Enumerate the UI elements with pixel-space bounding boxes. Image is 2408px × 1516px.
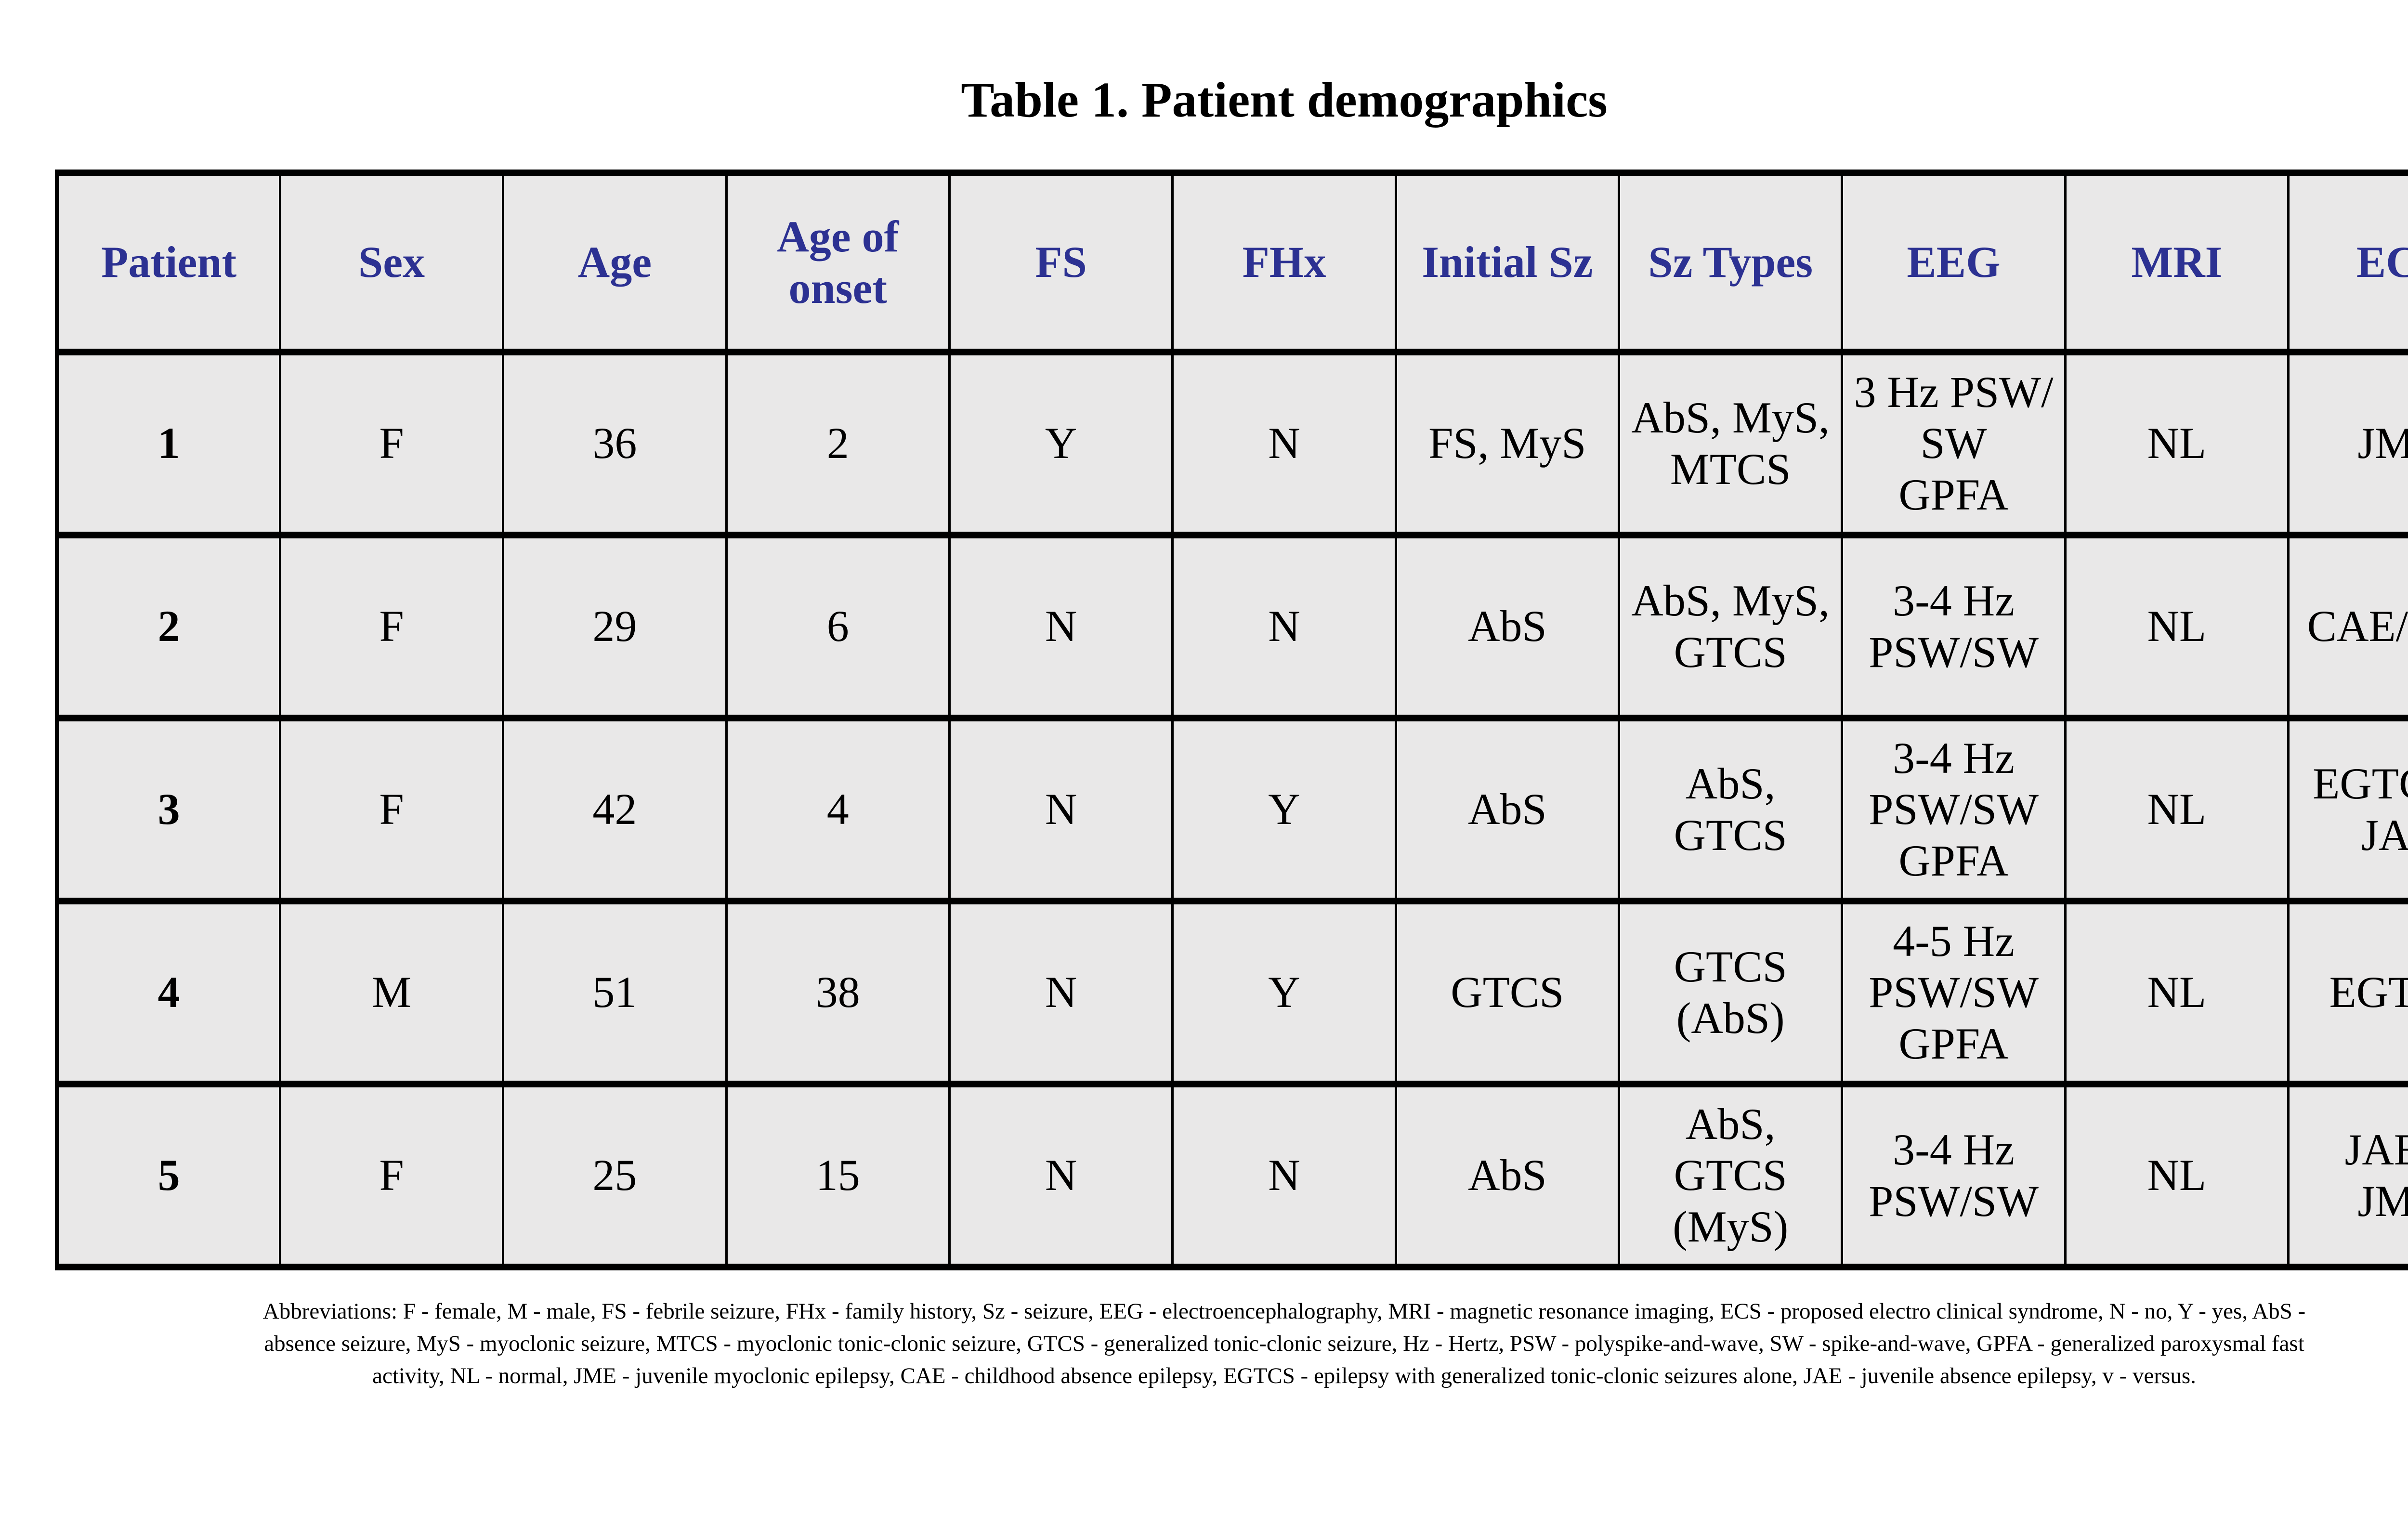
cell-age-of-onset: 38 xyxy=(726,901,949,1084)
cell-ecs: EGTCS v JAE xyxy=(2289,718,2408,901)
cell-age: 29 xyxy=(503,535,726,718)
table-row-patient-2: 2 F 29 6 N N AbS AbS, MyS, GTCS 3-4 Hz P… xyxy=(57,535,2408,718)
cell-sex: F xyxy=(280,535,503,718)
cell-age: 25 xyxy=(503,1084,726,1267)
col-header-sex: Sex xyxy=(280,173,503,352)
col-header-age-of-onset: Age of onset xyxy=(726,173,949,352)
cell-fhx: N xyxy=(1173,352,1396,535)
col-header-sz-types: Sz Types xyxy=(1619,173,1842,352)
cell-fhx: N xyxy=(1173,1084,1396,1267)
col-header-initial-sz: Initial Sz xyxy=(1396,173,1619,352)
cell-age: 42 xyxy=(503,718,726,901)
col-header-fhx: FHx xyxy=(1173,173,1396,352)
cell-sz-types: AbS, MyS, MTCS xyxy=(1619,352,1842,535)
cell-eeg: 3 Hz PSW/ SW GPFA xyxy=(1842,352,2065,535)
cell-sex: F xyxy=(280,352,503,535)
cell-age-of-onset: 2 xyxy=(726,352,949,535)
cell-initial-sz: AbS xyxy=(1396,1084,1619,1267)
cell-initial-sz: FS, MyS xyxy=(1396,352,1619,535)
cell-eeg: 3-4 Hz PSW/SW xyxy=(1842,1084,2065,1267)
cell-sz-types: GTCS (AbS) xyxy=(1619,901,1842,1084)
cell-fs: N xyxy=(949,718,1172,901)
cell-age-of-onset: 15 xyxy=(726,1084,949,1267)
cell-sex: F xyxy=(280,718,503,901)
cell-sz-types: AbS, GTCS xyxy=(1619,718,1842,901)
table-row-patient-1: 1 F 36 2 Y N FS, MyS AbS, MyS, MTCS 3 Hz… xyxy=(57,352,2408,535)
page-title: Table 1. Patient demographics xyxy=(0,71,2408,129)
cell-sz-types: AbS, MyS, GTCS xyxy=(1619,535,1842,718)
col-header-mri: MRI xyxy=(2065,173,2288,352)
cell-patient-id: 4 xyxy=(57,901,280,1084)
cell-fs: N xyxy=(949,901,1172,1084)
cell-mri: NL xyxy=(2065,901,2288,1084)
cell-fs: N xyxy=(949,1084,1172,1267)
cell-ecs: JME xyxy=(2289,352,2408,535)
cell-age: 51 xyxy=(503,901,726,1084)
cell-eeg: 3-4 Hz PSW/SW GPFA xyxy=(1842,718,2065,901)
table-row-patient-4: 4 M 51 38 N Y GTCS GTCS (AbS) 4-5 Hz PSW… xyxy=(57,901,2408,1084)
table-header: Patient Sex Age Age of onset FS FHx Init… xyxy=(57,173,2408,352)
cell-ecs: JAE v JME xyxy=(2289,1084,2408,1267)
cell-ecs: EGTCS xyxy=(2289,901,2408,1084)
header-row: Patient Sex Age Age of onset FS FHx Init… xyxy=(57,173,2408,352)
cell-age: 36 xyxy=(503,352,726,535)
cell-initial-sz: GTCS xyxy=(1396,901,1619,1084)
cell-patient-id: 2 xyxy=(57,535,280,718)
cell-patient-id: 5 xyxy=(57,1084,280,1267)
abbreviations-line-3: activity, NL - normal, JME - juvenile my… xyxy=(52,1360,2408,1392)
table-body: 1 F 36 2 Y N FS, MyS AbS, MyS, MTCS 3 Hz… xyxy=(57,352,2408,1267)
cell-mri: NL xyxy=(2065,352,2288,535)
abbreviations-note: Abbreviations: F - female, M - male, FS … xyxy=(52,1295,2408,1392)
table-row-patient-5: 5 F 25 15 N N AbS AbS, GTCS (MyS) 3-4 Hz… xyxy=(57,1084,2408,1267)
col-header-ecs: ECS xyxy=(2289,173,2408,352)
cell-mri: NL xyxy=(2065,535,2288,718)
cell-sex: F xyxy=(280,1084,503,1267)
cell-initial-sz: AbS xyxy=(1396,535,1619,718)
cell-sz-types: AbS, GTCS (MyS) xyxy=(1619,1084,1842,1267)
patient-demographics-table: Patient Sex Age Age of onset FS FHx Init… xyxy=(55,170,2408,1270)
cell-mri: NL xyxy=(2065,718,2288,901)
cell-fhx: Y xyxy=(1173,718,1396,901)
cell-fhx: Y xyxy=(1173,901,1396,1084)
cell-mri: NL xyxy=(2065,1084,2288,1267)
cell-patient-id: 1 xyxy=(57,352,280,535)
abbreviations-line-2: absence seizure, MyS - myoclonic seizure… xyxy=(52,1328,2408,1360)
col-header-fs: FS xyxy=(949,173,1172,352)
cell-initial-sz: AbS xyxy=(1396,718,1619,901)
cell-age-of-onset: 4 xyxy=(726,718,949,901)
cell-sex: M xyxy=(280,901,503,1084)
col-header-patient: Patient xyxy=(57,173,280,352)
abbreviations-line-1: Abbreviations: F - female, M - male, FS … xyxy=(52,1295,2408,1328)
col-header-age: Age xyxy=(503,173,726,352)
cell-fs: N xyxy=(949,535,1172,718)
cell-ecs: CAE/JME xyxy=(2289,535,2408,718)
cell-fs: Y xyxy=(949,352,1172,535)
cell-patient-id: 3 xyxy=(57,718,280,901)
cell-age-of-onset: 6 xyxy=(726,535,949,718)
cell-fhx: N xyxy=(1173,535,1396,718)
col-header-eeg: EEG xyxy=(1842,173,2065,352)
cell-eeg: 3-4 Hz PSW/SW xyxy=(1842,535,2065,718)
cell-eeg: 4-5 Hz PSW/SW GPFA xyxy=(1842,901,2065,1084)
table-row-patient-3: 3 F 42 4 N Y AbS AbS, GTCS 3-4 Hz PSW/SW… xyxy=(57,718,2408,901)
